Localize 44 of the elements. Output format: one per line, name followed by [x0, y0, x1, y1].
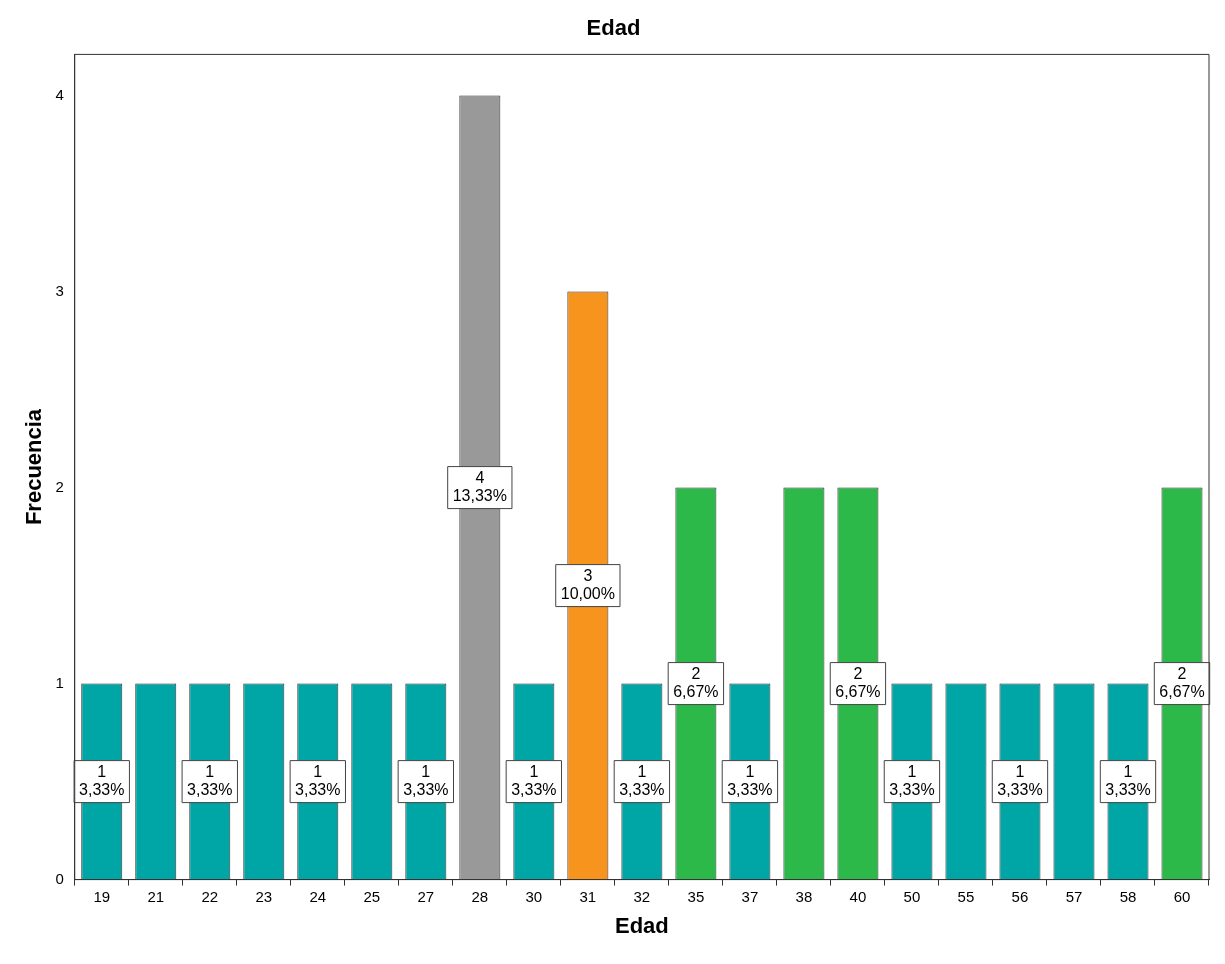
data-label: 3 10,00%: [560, 566, 615, 602]
x-tick-label: 31: [579, 887, 597, 905]
x-tick-label: 23: [255, 887, 273, 905]
data-label: 2 6,67%: [673, 665, 719, 700]
chart-title: Edad: [586, 15, 641, 41]
x-tick-label: 58: [1119, 887, 1137, 905]
x-tick-label: 50: [903, 887, 921, 905]
x-tick-label: 55: [957, 887, 975, 905]
y-axis-title: Frecuencia: [21, 408, 47, 526]
y-tick-label: 3: [55, 281, 64, 299]
data-label: 1 3,33%: [889, 763, 935, 798]
y-tick-label: 2: [55, 477, 64, 495]
data-label: 1 3,33%: [511, 763, 557, 798]
data-label: 1 3,33%: [295, 763, 341, 798]
y-tick-label: 0: [55, 869, 64, 887]
data-label: 1 3,33%: [1105, 763, 1151, 798]
x-axis-title: Edad: [614, 912, 669, 938]
y-tick-label: 1: [55, 673, 64, 691]
x-tick-label: 22: [201, 887, 219, 905]
x-tick-label: 24: [309, 887, 327, 905]
data-label: 1 3,33%: [79, 763, 125, 798]
data-label: 1 3,33%: [187, 763, 233, 798]
x-tick-label: 60: [1173, 887, 1191, 905]
data-label: 2 6,67%: [1159, 665, 1205, 700]
x-tick-label: 56: [1011, 887, 1029, 905]
x-tick-label: 27: [417, 887, 435, 905]
x-tick-label: 38: [795, 887, 813, 905]
x-tick-label: 21: [147, 887, 165, 905]
data-label: 1 3,33%: [403, 763, 449, 798]
x-tick-label: 35: [687, 887, 705, 905]
x-tick-label: 57: [1065, 887, 1083, 905]
x-tick-label: 32: [633, 887, 651, 905]
x-tick-label: 30: [525, 887, 543, 905]
x-tick-label: 19: [93, 887, 111, 905]
data-label: 4 13,33%: [452, 468, 507, 504]
data-label: 1 3,33%: [619, 763, 665, 798]
x-tick-label: 25: [363, 887, 381, 905]
x-tick-label: 28: [471, 887, 489, 905]
x-tick-label: 40: [849, 887, 867, 905]
data-label: 1 3,33%: [997, 763, 1043, 798]
y-tick-label: 4: [55, 85, 64, 103]
data-label: 2 6,67%: [835, 665, 881, 700]
x-tick-label: 37: [741, 887, 759, 905]
data-label: 1 3,33%: [727, 763, 773, 798]
